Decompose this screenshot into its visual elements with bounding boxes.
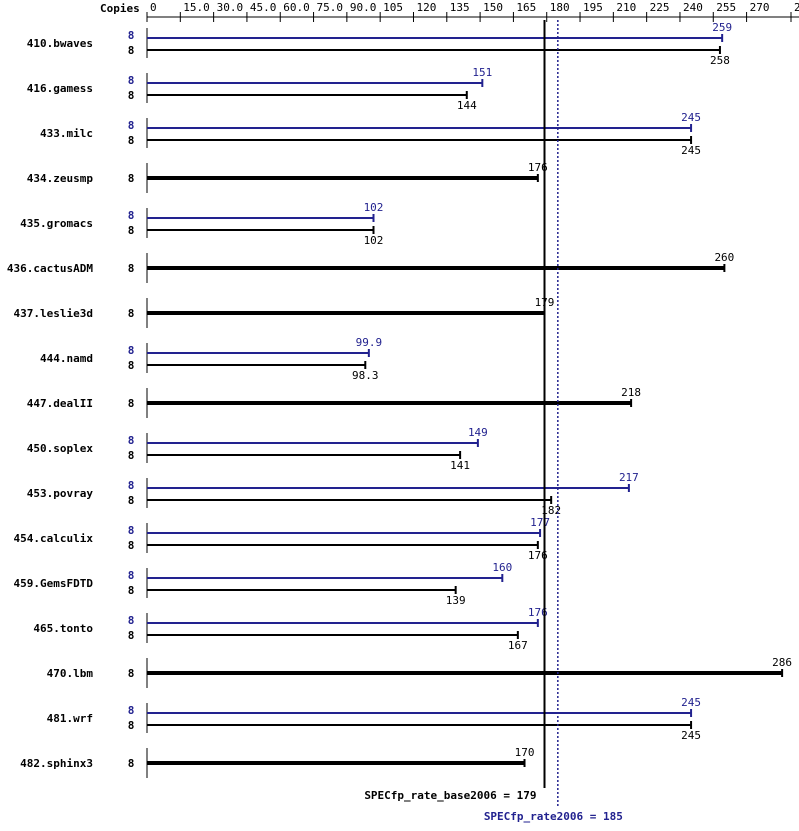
base-copies: 8: [128, 44, 135, 57]
benchmark-name: 434.zeusmp: [27, 172, 94, 185]
peak-value-label: 245: [681, 111, 701, 124]
peak-copies: 8: [128, 569, 135, 582]
base-copies: 8: [128, 757, 135, 770]
benchmark-name: 482.sphinx3: [20, 757, 93, 770]
benchmark-name: 453.povray: [27, 487, 94, 500]
base-value-label: 176: [528, 549, 548, 562]
base-copies: 8: [128, 584, 135, 597]
x-tick-label: 90.0: [350, 1, 377, 14]
reference-label: SPECfp_rate_base2006 = 179: [364, 789, 536, 802]
base-value-label: 98.3: [352, 369, 379, 382]
base-value-label: 102: [364, 234, 384, 247]
base-copies: 8: [128, 307, 135, 320]
x-tick-label: 150: [483, 1, 503, 14]
x-tick-label: 165: [516, 1, 536, 14]
x-tick-label: 15.0: [183, 1, 210, 14]
peak-copies: 8: [128, 29, 135, 42]
copies-header: Copies: [100, 2, 140, 15]
benchmark-name: 454.calculix: [14, 532, 94, 545]
base-copies: 8: [128, 539, 135, 552]
peak-copies: 8: [128, 209, 135, 222]
x-tick-label: 120: [416, 1, 436, 14]
base-copies: 8: [128, 449, 135, 462]
peak-value-label: 177: [530, 516, 550, 529]
base-value-label: 141: [450, 459, 470, 472]
base-value-label: 245: [681, 144, 701, 157]
x-tick-label: 255: [716, 1, 736, 14]
base-value-label: 245: [681, 729, 701, 742]
base-copies: 8: [128, 224, 135, 237]
benchmark-name: 433.milc: [40, 127, 93, 140]
peak-value-label: 176: [528, 606, 548, 619]
x-tick-label: 0: [150, 1, 157, 14]
base-value-label: 286: [772, 656, 792, 669]
x-tick-label: 210: [616, 1, 636, 14]
base-copies: 8: [128, 629, 135, 642]
base-copies: 8: [128, 397, 135, 410]
x-tick-label: 195: [583, 1, 603, 14]
peak-copies: 8: [128, 524, 135, 537]
base-value-label: 167: [508, 639, 528, 652]
x-tick-label: 240: [683, 1, 703, 14]
benchmark-name: 465.tonto: [33, 622, 93, 635]
x-tick-label: 30.0: [217, 1, 244, 14]
peak-value-label: 245: [681, 696, 701, 709]
peak-copies: 8: [128, 344, 135, 357]
base-copies: 8: [128, 134, 135, 147]
x-tick-label: 75.0: [317, 1, 344, 14]
base-value-label: 260: [714, 251, 734, 264]
benchmark-name: 435.gromacs: [20, 217, 93, 230]
peak-copies: 8: [128, 434, 135, 447]
base-value-label: 218: [621, 386, 641, 399]
base-value-label: 139: [446, 594, 466, 607]
base-value-label: 144: [457, 99, 477, 112]
base-copies: 8: [128, 262, 135, 275]
base-copies: 8: [128, 89, 135, 102]
benchmark-name: 437.leslie3d: [14, 307, 93, 320]
peak-value-label: 259: [712, 21, 732, 34]
x-tick-label: 290: [794, 1, 799, 14]
benchmark-name: 416.gamess: [27, 82, 93, 95]
base-copies: 8: [128, 494, 135, 507]
benchmark-name: 410.bwaves: [27, 37, 93, 50]
base-copies: 8: [128, 719, 135, 732]
reference-label: SPECfp_rate2006 = 185: [484, 810, 623, 823]
x-tick-label: 135: [450, 1, 470, 14]
peak-copies: 8: [128, 119, 135, 132]
peak-copies: 8: [128, 479, 135, 492]
x-tick-label: 180: [550, 1, 570, 14]
base-value-label: 182: [541, 504, 561, 517]
benchmark-name: 436.cactusADM: [7, 262, 93, 275]
peak-copies: 8: [128, 704, 135, 717]
x-tick-label: 60.0: [283, 1, 310, 14]
peak-value-label: 160: [492, 561, 512, 574]
x-tick-label: 225: [650, 1, 670, 14]
peak-value-label: 217: [619, 471, 639, 484]
peak-copies: 8: [128, 74, 135, 87]
benchmark-name: 470.lbm: [47, 667, 94, 680]
benchmark-name: 450.soplex: [27, 442, 94, 455]
peak-value-label: 99.9: [356, 336, 383, 349]
benchmark-name: 447.dealII: [27, 397, 93, 410]
base-copies: 8: [128, 172, 135, 185]
base-copies: 8: [128, 359, 135, 372]
peak-value-label: 151: [472, 66, 492, 79]
benchmark-name: 444.namd: [40, 352, 93, 365]
base-value-label: 176: [528, 161, 548, 174]
peak-value-label: 102: [364, 201, 384, 214]
x-tick-label: 105: [383, 1, 403, 14]
peak-value-label: 149: [468, 426, 488, 439]
base-copies: 8: [128, 667, 135, 680]
benchmark-name: 481.wrf: [47, 712, 93, 725]
benchmark-name: 459.GemsFDTD: [14, 577, 94, 590]
x-tick-label: 270: [750, 1, 770, 14]
x-tick-label: 45.0: [250, 1, 277, 14]
base-value-label: 258: [710, 54, 730, 67]
base-value-label: 170: [515, 746, 535, 759]
peak-copies: 8: [128, 614, 135, 627]
